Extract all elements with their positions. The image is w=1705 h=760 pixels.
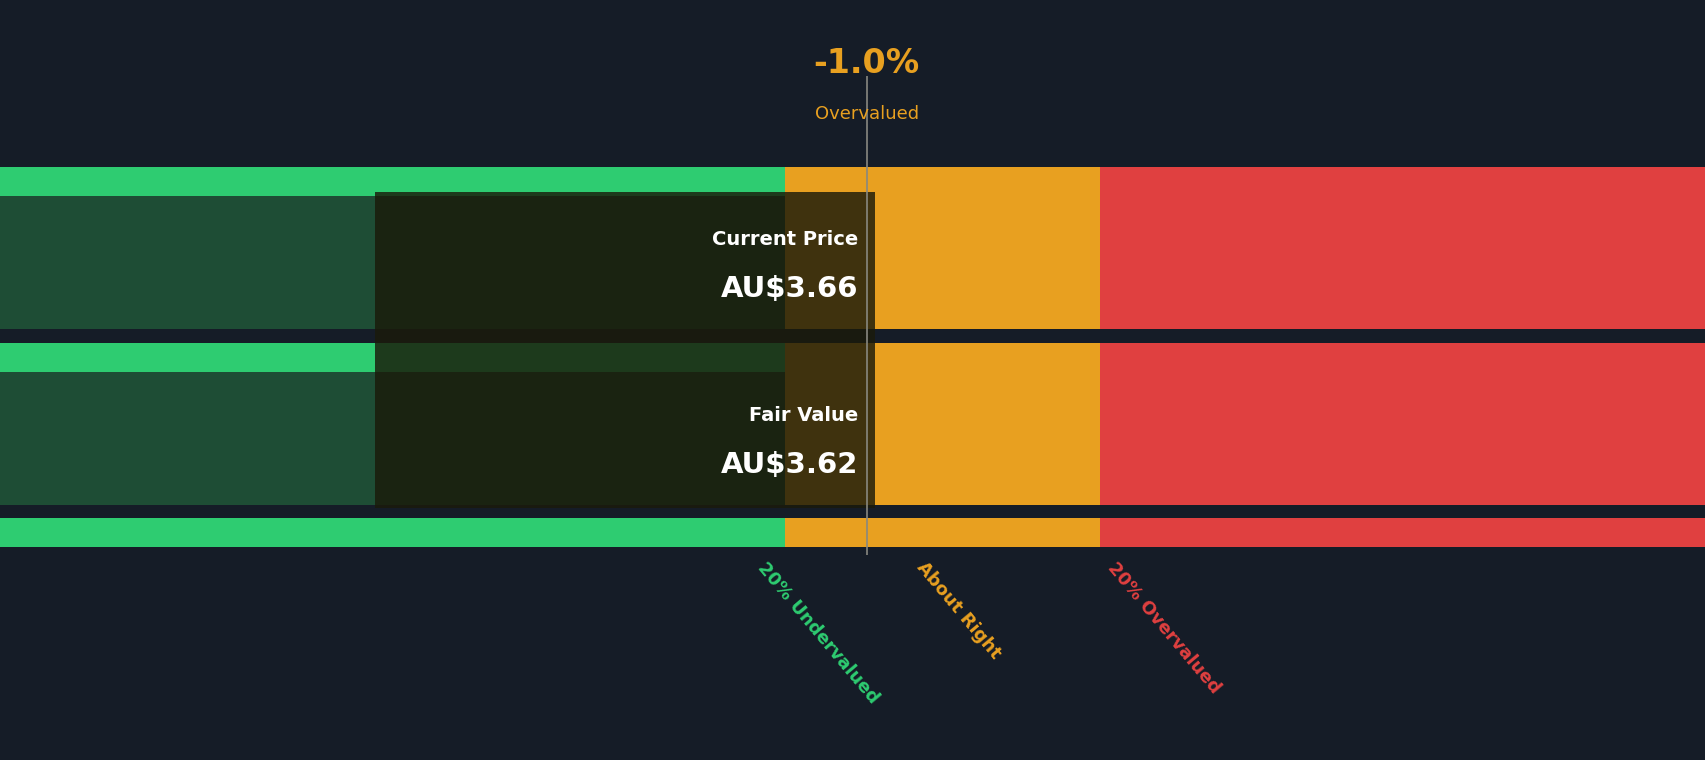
Bar — [784, 372, 1100, 505]
Text: 20% Undervalued: 20% Undervalued — [754, 559, 881, 707]
Text: 20% Overvalued: 20% Overvalued — [1103, 559, 1222, 697]
Bar — [375, 192, 875, 508]
Bar — [784, 196, 1100, 329]
Text: AU$3.66: AU$3.66 — [720, 275, 858, 303]
Bar — [1100, 343, 1705, 372]
Text: Fair Value: Fair Value — [748, 406, 858, 425]
Text: -1.0%: -1.0% — [813, 47, 919, 80]
Text: About Right: About Right — [912, 559, 1004, 663]
Bar — [784, 343, 1100, 372]
Bar — [0, 343, 784, 372]
Text: Overvalued: Overvalued — [813, 105, 919, 123]
Text: AU$3.62: AU$3.62 — [720, 451, 858, 479]
Bar — [784, 167, 1100, 196]
Bar — [1100, 167, 1705, 196]
Bar — [784, 518, 1100, 547]
Bar — [0, 518, 784, 547]
Bar — [0, 196, 784, 329]
Bar — [1100, 372, 1705, 505]
Bar — [0, 167, 784, 196]
Bar — [1100, 518, 1705, 547]
Bar — [1100, 196, 1705, 329]
Text: Current Price: Current Price — [711, 230, 858, 249]
Bar — [0, 372, 784, 505]
